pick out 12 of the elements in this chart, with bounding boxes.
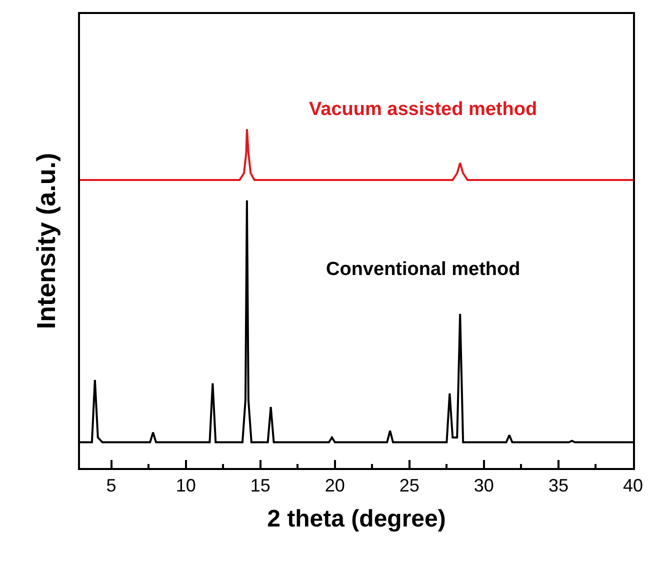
x-tick-label: 35	[548, 476, 568, 496]
x-tick-label: 15	[250, 476, 270, 496]
x-axis-title: 2 theta (degree)	[267, 505, 446, 532]
text: Vacuum assisted method	[309, 99, 538, 120]
x-tick-label: 30	[474, 476, 494, 496]
y-axis-title: Intensity (a.u.)	[30, 152, 61, 330]
x-tick-label: 25	[399, 476, 420, 496]
x-tick-label: 5	[106, 476, 116, 496]
x-tick-label: 40	[622, 476, 644, 496]
x-tick-label: 20	[324, 476, 345, 496]
text: Conventional method	[326, 259, 520, 280]
x-tick-label: 10	[176, 476, 196, 496]
